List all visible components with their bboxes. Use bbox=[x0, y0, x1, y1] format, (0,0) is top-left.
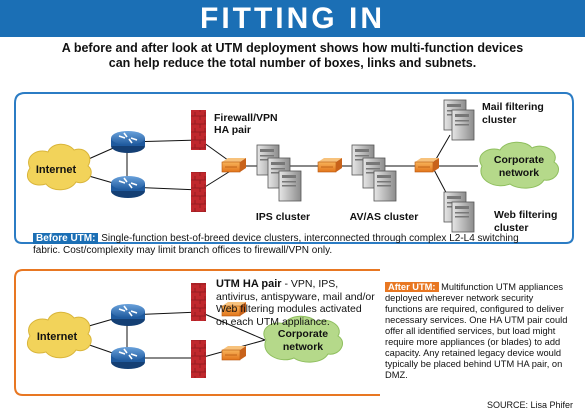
internet-cloud-after bbox=[26, 311, 92, 359]
utm-ha-pair-title: UTM HA pair bbox=[216, 278, 282, 290]
utm-ha-pair-text: - VPN, IPS, antivirus, antispyware, mail… bbox=[216, 278, 375, 328]
before-utm-caption: Before UTM: Single-function best-of-bree… bbox=[33, 233, 533, 256]
corporate-label-line1-after: Corporate bbox=[278, 328, 328, 340]
before-utm-text: Single-function best-of-breed device clu… bbox=[33, 233, 519, 256]
firewall-icon-bottom bbox=[191, 172, 206, 212]
avas-cluster-label: AV/AS cluster bbox=[350, 211, 419, 223]
switch-appliance-icon-2 bbox=[317, 157, 343, 173]
subtitle-line-1: A before and after look at UTM deploymen… bbox=[61, 41, 524, 55]
corporate-network-cloud-before bbox=[479, 141, 559, 189]
router-icon-bottom-before bbox=[110, 175, 146, 199]
ips-cluster-icon bbox=[256, 144, 302, 202]
ips-cluster-label: IPS cluster bbox=[256, 211, 310, 223]
source-credit: SOURCE: Lisa Phifer bbox=[486, 400, 573, 410]
utm-appliance-icon-bottom bbox=[221, 345, 247, 361]
after-utm-tag: After UTM: bbox=[385, 282, 439, 292]
subtitle-line-2: can help reduce the total number of boxe… bbox=[108, 56, 477, 70]
internet-cloud-before bbox=[26, 143, 92, 191]
internet-label-after: Internet bbox=[37, 331, 78, 343]
router-icon-top-before bbox=[110, 130, 146, 154]
corporate-label-line2-after: network bbox=[283, 341, 323, 353]
utm-firewall-icon-bottom bbox=[191, 340, 206, 378]
mail-cluster-label-line2: cluster bbox=[482, 114, 516, 126]
after-panel-border bbox=[14, 269, 380, 396]
corporate-label-line2-before: network bbox=[499, 167, 539, 179]
page-title: FITTING IN bbox=[200, 1, 385, 35]
mail-cluster-label-line1: Mail filtering bbox=[482, 101, 544, 113]
router-icon-top-after bbox=[110, 303, 146, 327]
utm-ha-pair-description: UTM HA pair - VPN, IPS, antivirus, antis… bbox=[216, 278, 376, 328]
before-utm-tag: Before UTM: bbox=[33, 233, 99, 244]
utm-firewall-icon-top bbox=[191, 283, 206, 321]
firewall-label-line1: Firewall/VPN bbox=[214, 112, 278, 124]
router-icon-bottom-after bbox=[110, 346, 146, 370]
mail-cluster-icon bbox=[443, 99, 475, 141]
after-utm-text: Multifunction UTM appliances deployed wh… bbox=[385, 282, 568, 380]
web-cluster-icon bbox=[443, 191, 475, 233]
switch-appliance-icon-1 bbox=[221, 157, 247, 173]
switch-appliance-icon-3 bbox=[414, 157, 440, 173]
avas-cluster-icon bbox=[351, 144, 397, 202]
firewall-icon-top bbox=[191, 110, 206, 150]
after-utm-caption: After UTM: Multifunction UTM appliances … bbox=[385, 282, 570, 381]
web-cluster-label-line2: cluster bbox=[494, 222, 528, 234]
subtitle: A before and after look at UTM deploymen… bbox=[20, 41, 565, 71]
title-banner: FITTING IN bbox=[0, 0, 585, 37]
web-cluster-label-line1: Web filtering bbox=[494, 209, 557, 221]
firewall-label-line2: HA pair bbox=[214, 124, 251, 136]
corporate-network-cloud-after bbox=[263, 315, 343, 363]
before-panel-border bbox=[14, 92, 574, 244]
internet-label-before: Internet bbox=[36, 164, 77, 176]
corporate-label-line1-before: Corporate bbox=[494, 154, 544, 166]
